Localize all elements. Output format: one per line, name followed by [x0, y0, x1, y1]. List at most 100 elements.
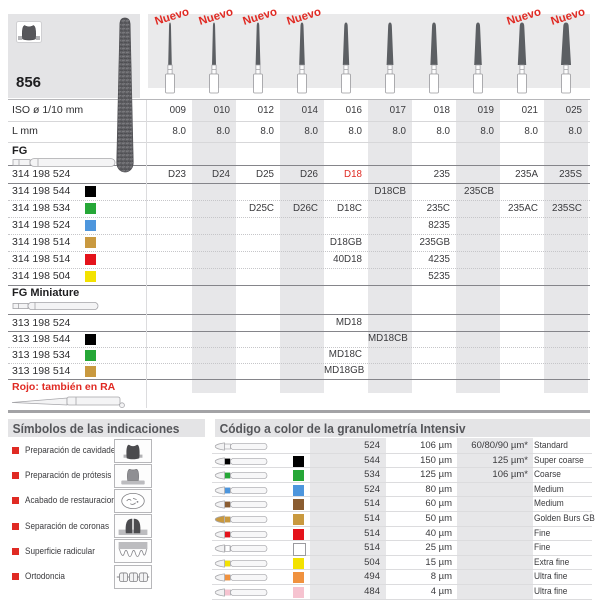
product-ref-cell: D26 [300, 169, 318, 180]
grain-size: 50 µm [425, 513, 452, 524]
granulometry-heading-bar: Código a color de la granulometría Inten… [215, 419, 590, 437]
column-stripe [280, 100, 324, 393]
granulometry-row: 514 50 µm Golden Burs GB [212, 512, 595, 527]
grit-color-square [85, 254, 96, 265]
product-ref-cell: 8235 [428, 220, 450, 231]
product-row: 313 198 544 MD18CB [8, 331, 590, 347]
order-code: 314 198 514 [12, 253, 71, 265]
bur-illustration [292, 20, 312, 94]
grit-name: Medium [534, 497, 600, 512]
grit-color-square [85, 203, 96, 214]
product-row: 314 198 534 D25C D26C D18C 235C 235AC 235SC [8, 200, 590, 217]
grit-color-square [85, 186, 96, 197]
product-row: 314 198 524 8235 [8, 217, 590, 234]
product-ref-cell: 235AC [508, 203, 538, 214]
root-surface-icon [114, 539, 152, 564]
grit-code: 514 [364, 498, 380, 510]
table-rule [8, 141, 590, 143]
grit-name: Ultra fine [534, 585, 600, 600]
granulometry-row: 494 8 µm Ultra fine [212, 570, 592, 585]
order-code: 314 198 534 [12, 202, 71, 214]
grit-code: 484 [364, 586, 380, 597]
grit-name-text: Standard [534, 440, 568, 451]
size-cell: 8.0 [260, 126, 274, 137]
product-ref-cell: D18C [336, 203, 362, 214]
bullet-square [12, 573, 19, 580]
size-cell: 8.0 [216, 126, 230, 137]
symbols-heading-bar: Símbolos de las indicaciones [8, 419, 205, 437]
length-row: L mm 8.0 8.0 8.0 8.0 8.0 8.0 8.0 8.0 8.0 8.0 [8, 121, 590, 142]
alt-grain-size: 125 µm* [492, 454, 528, 466]
grit-name-text: Medium [534, 498, 564, 510]
section-divider [8, 410, 590, 413]
column-stripe [368, 100, 412, 393]
size-cell: 8.0 [348, 126, 362, 137]
grit-code: 494 [364, 571, 380, 583]
indication-item: Separación de coronas [8, 514, 208, 539]
grit-color-square [293, 587, 304, 598]
alt-grain-size: 60/80/90 µm* [471, 440, 528, 451]
grit-color-square [293, 484, 304, 496]
table-rule [8, 120, 590, 122]
granulometry-row: 514 40 µm Fine [212, 527, 592, 542]
indication-item: Ortodoncia [8, 564, 208, 589]
product-ref-cell: 235 [433, 169, 450, 180]
grit-name-text: Ultra fine [534, 586, 568, 597]
fg-shank-icon [12, 156, 117, 174]
size-cell: 8.0 [172, 126, 186, 137]
product-ref-cell: 235CB [464, 186, 494, 197]
bur-illustration [424, 20, 444, 94]
table-rule [8, 199, 590, 201]
indication-label: Superficie radicular [25, 545, 95, 557]
grit-name-text: Golden Burs GB [534, 513, 595, 524]
grit-name: Coarse [534, 468, 600, 483]
product-ref-cell: 235SC [552, 203, 582, 214]
product-ref-cell: 235C [426, 203, 450, 214]
grit-color-square [293, 557, 304, 569]
table-rule [8, 267, 590, 269]
product-row: 313 198 534 MD18C [8, 347, 590, 363]
bullet-square [12, 522, 19, 530]
bur-illustration [160, 20, 180, 94]
grain-size: 60 µm [425, 498, 452, 510]
grit-name-text: Medium [534, 483, 564, 495]
order-code: 314 198 524 [12, 168, 71, 180]
order-code: 314 198 544 [12, 185, 71, 197]
grit-color-square [85, 333, 96, 345]
grit-color-square [293, 528, 304, 540]
product-ref-cell: D25 [256, 169, 274, 180]
grain-size: 4 µm [430, 586, 452, 597]
bur-illustration [248, 20, 268, 94]
grit-code: 524 [364, 440, 380, 451]
granulometry-row: 534 125 µm 106 µm* Coarse [212, 468, 592, 483]
bur-photo [110, 16, 140, 174]
grit-color-square [85, 220, 96, 231]
grit-name: Medium [534, 483, 600, 498]
size-cell: 016 [345, 105, 362, 116]
series-number: 856 [16, 74, 42, 91]
indication-item: Preparación de prótesis [8, 463, 208, 488]
grit-bur-icon [212, 440, 270, 453]
product-ref-cell: MD18 [335, 317, 362, 328]
grit-name: Standard [534, 439, 600, 454]
grain-size: 40 µm [425, 527, 452, 539]
grit-code: 514 [364, 513, 380, 524]
size-cell: 8.0 [304, 126, 318, 137]
product-ref-cell: D23 [168, 169, 186, 180]
order-code: 314 198 514 [12, 236, 71, 248]
product-ref-cell: 4235 [428, 254, 450, 265]
bur-illustration [336, 20, 356, 94]
granulometry-row: 524 80 µm Medium [212, 483, 592, 498]
grit-name-text: Fine [534, 527, 551, 539]
fg-miniature-shank-icon [12, 299, 100, 317]
grit-code: 514 [364, 542, 380, 554]
bullet-square [12, 447, 19, 454]
grit-bur-icon [212, 571, 270, 584]
order-code: 313 198 524 [12, 317, 71, 329]
table-rule [8, 165, 590, 166]
product-row: 314 198 514 40D18 4235 [8, 251, 590, 268]
indication-label: Ortodoncia [25, 571, 65, 582]
order-code: 314 198 524 [12, 219, 71, 231]
grit-color-square [293, 572, 304, 584]
grit-bur-icon [212, 484, 270, 497]
